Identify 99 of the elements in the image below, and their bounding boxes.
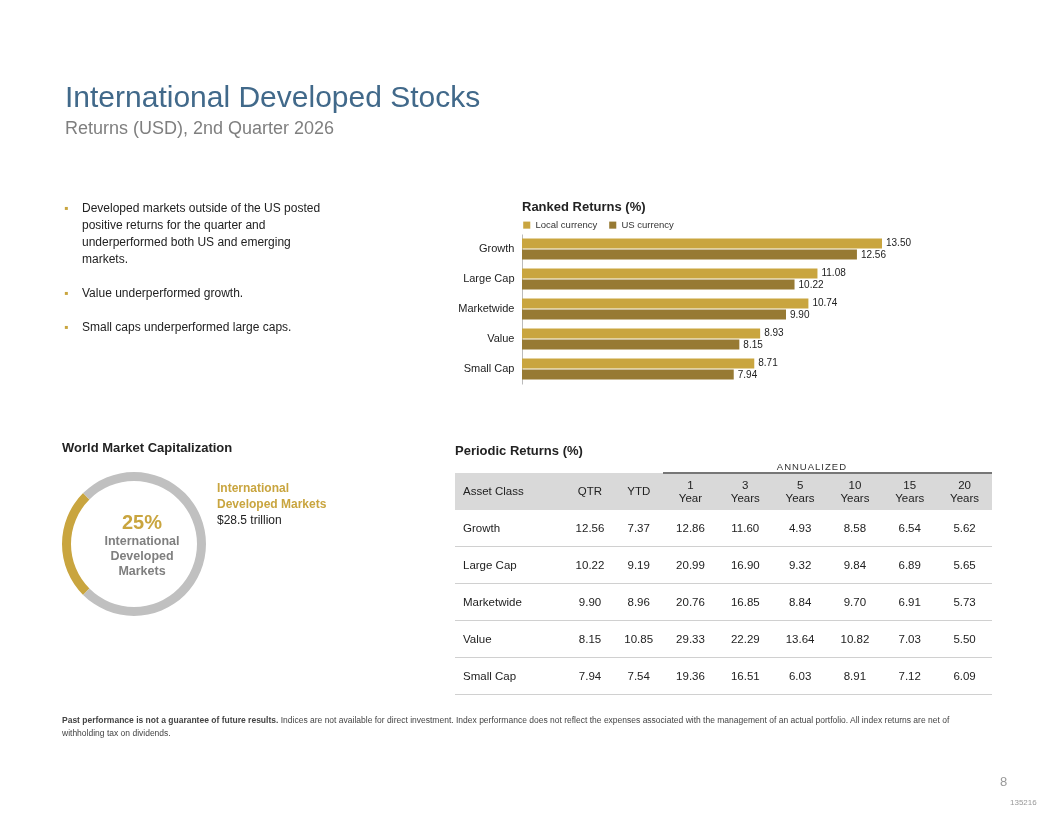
donut-slice: [62, 493, 90, 595]
text: 25%: [121, 510, 163, 534]
data-label: 9.70: [842, 595, 868, 610]
data-label: 5.73: [952, 595, 977, 610]
data-label: 9.19: [626, 558, 651, 573]
data-label: 8.15: [577, 632, 603, 647]
data-label: 12.86: [675, 521, 706, 536]
data-label: 10.82: [839, 632, 871, 647]
bar: [522, 279, 795, 290]
x-tick-label: 1 Year: [663, 473, 718, 510]
data-label: 6.91: [897, 595, 922, 610]
bar: [522, 328, 761, 339]
data-label: 7.94: [737, 368, 758, 380]
chart-title: Periodic Returns (%): [455, 443, 584, 458]
data-label: 8.93: [764, 327, 785, 339]
y-tick-label: Small Cap: [463, 362, 515, 374]
data-label: 16.90: [729, 558, 761, 573]
text: International Developed Markets: [103, 534, 181, 579]
x-tick-label: 5 Years: [772, 473, 828, 510]
y-tick-label: Small Cap: [462, 669, 518, 684]
y-tick-label: Large Cap: [463, 272, 515, 284]
data-label: 8.96: [626, 595, 651, 610]
data-label: 12.56: [574, 521, 606, 536]
bar: [522, 309, 786, 320]
data-label: 7.37: [626, 521, 651, 536]
bar: [522, 268, 818, 279]
data-label: 6.03: [787, 669, 813, 684]
y-tick-label: Marketwide: [458, 302, 515, 314]
x-tick-label: QTR: [565, 473, 615, 510]
data-label: 10.74: [812, 297, 838, 309]
data-label: 6.54: [897, 521, 922, 536]
legend-label: US currency: [621, 219, 675, 231]
x-tick-label: 15 Years: [882, 473, 938, 510]
y-tick-label: Marketwide: [462, 595, 523, 610]
y-tick-label: Value: [487, 332, 515, 344]
data-label: 13.64: [784, 632, 816, 647]
text: International Developed Stocks: [65, 80, 481, 114]
data-label: 22.29: [729, 632, 761, 647]
text: ▪ Developed markets outside of the US posted positive returns for the quarter and underperformed both US and emerging markets.: [64, 200, 321, 266]
data-label: 9.90: [577, 595, 603, 610]
text: $28.5 trillion: [217, 512, 283, 528]
y-axis-title: Asset Class: [455, 473, 566, 510]
donut-slice: [83, 472, 206, 616]
data-label: 8.91: [842, 669, 868, 684]
x-tick-label: 20 Years: [937, 473, 992, 510]
data-label: 8.15: [743, 338, 764, 350]
text: 135216: [1010, 798, 1037, 807]
data-label: 9.84: [842, 558, 868, 573]
data-label: 8.71: [758, 357, 779, 369]
data-label: 4.93: [787, 521, 813, 536]
x-tick-label: 3 Years: [717, 473, 773, 510]
bar: [522, 358, 755, 369]
data-label: 11.60: [730, 521, 761, 536]
x-tick-label: 10 Years: [827, 473, 883, 510]
data-label: 6.89: [897, 558, 922, 573]
data-label: 19.36: [675, 669, 706, 684]
data-label: 8.58: [842, 521, 868, 536]
chart-title: World Market Capitalization: [62, 440, 233, 455]
bar: [522, 298, 809, 309]
bar: [522, 369, 734, 380]
data-label: 16.51: [729, 669, 761, 684]
text: International Developed Markets: [217, 480, 328, 512]
data-label: 5.50: [952, 632, 977, 647]
data-label: 12.56: [860, 248, 887, 260]
bar: [522, 238, 882, 249]
data-label: 16.85: [729, 595, 761, 610]
chart-title: Ranked Returns (%): [522, 199, 646, 214]
data-label: 20.76: [675, 595, 706, 610]
x-tick-label: YTD: [614, 473, 664, 510]
y-tick-label: Value: [462, 632, 493, 647]
bar: [522, 339, 740, 350]
data-label: 10.22: [574, 558, 606, 573]
legend-label: Local currency: [535, 219, 598, 231]
data-label: 10.85: [623, 632, 655, 647]
data-label: 29.33: [675, 632, 706, 647]
data-label: 7.12: [897, 669, 922, 684]
text: ▪ Value underperformed growth.: [64, 285, 244, 302]
bar: [522, 249, 857, 260]
data-label: 11.08: [821, 267, 847, 279]
text: 8: [1000, 774, 1008, 789]
data-label: 5.62: [952, 521, 977, 536]
data-label: 8.84: [787, 595, 813, 610]
data-label: 7.54: [626, 669, 651, 684]
data-label: 9.90: [790, 308, 810, 320]
data-label: 7.03: [897, 632, 922, 647]
y-tick-label: Large Cap: [462, 558, 518, 573]
y-tick-label: Growth: [462, 521, 502, 536]
text: ANNUALIZED: [775, 461, 848, 472]
text: ▪ Small caps underperformed large caps.: [64, 319, 292, 336]
data-label: 9.32: [787, 558, 813, 573]
data-label: 13.50: [886, 237, 912, 249]
text: Returns (USD), 2nd Quarter 2026: [65, 118, 336, 139]
data-label: 7.94: [577, 669, 603, 684]
y-tick-label: Growth: [479, 242, 515, 254]
data-label: 10.22: [798, 278, 824, 290]
data-label: 6.09: [952, 669, 977, 684]
text: Past performance is not a guarantee of future results. Indices are not available for direct investment. Index performance does not reflect the expenses associated with the management of an actual portfolio. All index returns are net of withholding tax on dividends.: [62, 715, 950, 738]
data-label: 20.99: [675, 558, 706, 573]
data-label: 5.65: [952, 558, 977, 573]
